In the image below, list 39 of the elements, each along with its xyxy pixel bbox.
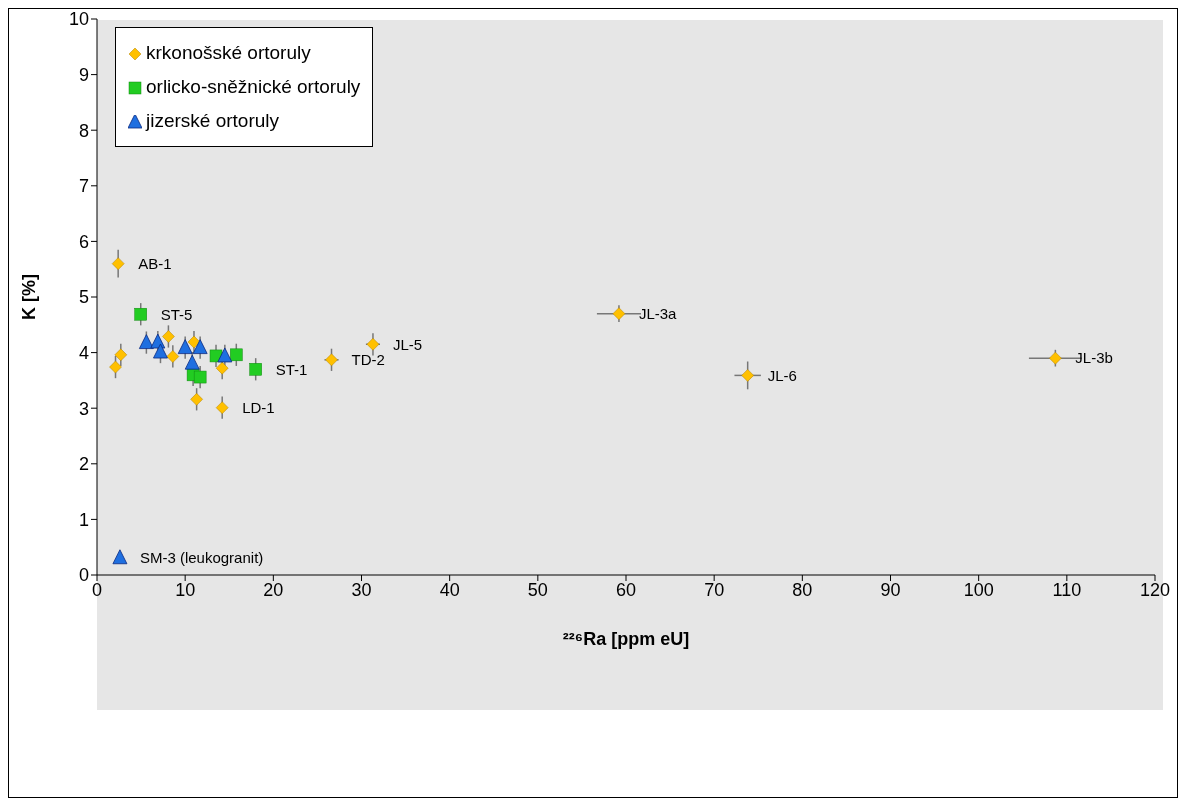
legend-label: jizerské ortoruly	[144, 109, 281, 133]
x-tick-label: 10	[175, 579, 196, 600]
annotation: JL-6	[767, 366, 797, 384]
x-tick-label: 100	[963, 579, 994, 600]
x-tick-label: 90	[880, 579, 901, 600]
y-tick-label: 3	[78, 398, 89, 419]
x-tick-label: 50	[527, 579, 548, 600]
annotation: ST-1	[275, 360, 308, 378]
x-tick-label: 0	[91, 579, 103, 600]
y-tick-label: 10	[68, 9, 89, 30]
annotation: SM-3 (leukogranit)	[139, 549, 264, 567]
legend-label: krkonošské ortoruly	[145, 41, 312, 65]
x-tick-label: 60	[615, 579, 637, 600]
annotation: LD-1	[242, 398, 275, 416]
annotation: JL-3b	[1075, 349, 1113, 367]
y-tick-label: 4	[78, 342, 89, 363]
x-tick-label: 30	[351, 579, 372, 600]
y-tick-label: 6	[78, 231, 89, 252]
y-tick-label: 9	[78, 64, 89, 85]
annotation: TD-2	[351, 351, 385, 369]
x-axis-title: ²²⁶Ra [ppm eU]	[562, 629, 690, 649]
x-tick-label: 20	[263, 579, 284, 600]
annotation: AB-1	[138, 254, 172, 272]
y-tick-label: 8	[78, 120, 89, 141]
annotation: JL-5	[392, 335, 423, 353]
annotation: ST-5	[160, 305, 193, 323]
y-tick-label: 0	[78, 565, 89, 586]
y-tick-label: 7	[78, 176, 89, 197]
y-axis-title: K [%]	[19, 274, 40, 320]
x-tick-label: 80	[792, 579, 813, 600]
x-tick-label: 40	[439, 579, 460, 600]
y-tick-label: 1	[78, 509, 89, 530]
y-tick-label: 5	[78, 287, 89, 308]
legend-label: orlicko-sněžnické ortoruly	[145, 75, 361, 99]
x-tick-label: 110	[1052, 579, 1082, 600]
x-tick-label: 70	[704, 579, 725, 600]
y-tick-label: 2	[78, 454, 89, 475]
x-tick-label: 120	[1139, 579, 1171, 600]
annotation: JL-3a	[638, 305, 678, 323]
